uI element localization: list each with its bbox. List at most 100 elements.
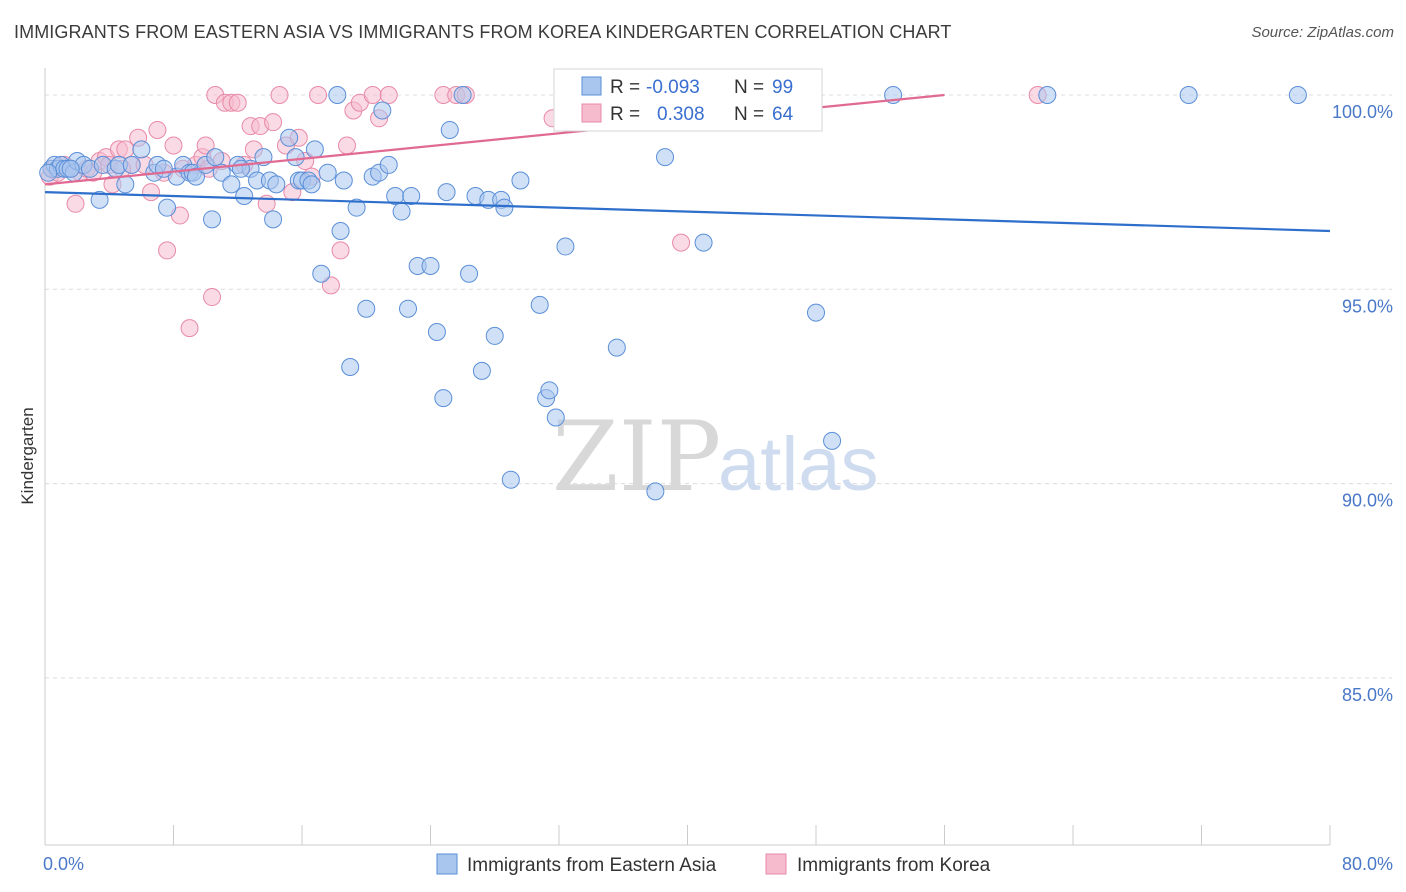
point-eastern-asia [807, 303, 825, 322]
point-korea [337, 136, 356, 155]
point-korea [264, 113, 283, 132]
source-label: Source: ZipAtlas.com [1251, 24, 1394, 41]
point-eastern-asia [437, 183, 456, 202]
point-eastern-asia [392, 202, 411, 221]
point-eastern-asia [399, 299, 418, 318]
point-eastern-asia [546, 408, 565, 427]
point-eastern-asia [501, 470, 520, 489]
stats-box: R = -0.093 N = 99 R = 0.308 N = 64 [553, 68, 823, 132]
stats-n-value-1: 64 [772, 104, 794, 125]
y-tick-label: 95.0% [1342, 296, 1393, 316]
point-korea [196, 136, 215, 155]
point-korea [331, 241, 350, 260]
point-eastern-asia [206, 148, 225, 167]
y-tick-label: 90.0% [1342, 491, 1393, 511]
point-eastern-asia [61, 159, 80, 178]
point-korea [203, 288, 222, 307]
point-eastern-asia [1038, 85, 1057, 104]
point-korea [158, 241, 177, 260]
point-eastern-asia [379, 155, 398, 174]
legend-swatch-korea[interactable] [765, 853, 787, 875]
x-tick-label: 80.0% [1342, 854, 1393, 874]
legend: Immigrants from Eastern Asia Immigrants … [436, 853, 991, 876]
point-eastern-asia [235, 187, 254, 206]
point-eastern-asia [607, 338, 626, 357]
point-eastern-asia [472, 361, 491, 380]
point-korea [363, 85, 382, 104]
point-eastern-asia [186, 167, 205, 186]
legend-swatch-eastern-asia[interactable] [436, 853, 458, 875]
point-eastern-asia [158, 198, 177, 217]
point-korea [180, 319, 199, 338]
point-eastern-asia [305, 140, 324, 159]
point-eastern-asia [823, 431, 842, 450]
legend-label-eastern-asia[interactable]: Immigrants from Eastern Asia [467, 855, 717, 876]
point-eastern-asia [90, 190, 109, 209]
point-eastern-asia [485, 326, 504, 345]
point-korea [148, 120, 167, 139]
point-eastern-asia [212, 163, 231, 182]
axes [44, 68, 1331, 846]
point-korea [321, 276, 340, 295]
point-eastern-asia [302, 175, 321, 194]
watermark: ZIP atlas [552, 401, 879, 513]
stats-n-label-1: N = [734, 104, 764, 125]
point-eastern-asia [1288, 85, 1307, 104]
chart-title: IMMIGRANTS FROM EASTERN ASIA VS IMMIGRAN… [14, 22, 952, 42]
point-korea [164, 136, 183, 155]
stats-swatch-pink [581, 103, 602, 123]
point-korea [142, 183, 161, 202]
watermark-atlas: atlas [718, 422, 879, 507]
point-korea [228, 93, 247, 112]
point-eastern-asia [280, 128, 299, 147]
point-korea [379, 85, 398, 104]
point-eastern-asia [347, 198, 366, 217]
point-eastern-asia [318, 163, 337, 182]
point-korea [672, 233, 691, 252]
point-eastern-asia [39, 163, 58, 182]
y-tick-label: 85.0% [1342, 685, 1393, 705]
point-eastern-asia [540, 381, 559, 400]
point-eastern-asia [427, 323, 446, 342]
y-axis-label: Kindergarten [18, 407, 37, 504]
stats-r-value-1: 0.308 [657, 104, 705, 125]
x-tick-labels: 0.0% 80.0% [43, 854, 1393, 874]
point-eastern-asia [264, 210, 283, 229]
point-korea [309, 85, 328, 104]
point-eastern-asia [440, 120, 459, 139]
point-eastern-asia [373, 101, 392, 120]
point-korea [66, 194, 85, 213]
point-eastern-asia [154, 159, 173, 178]
point-eastern-asia [328, 85, 347, 104]
point-eastern-asia [460, 264, 479, 283]
point-eastern-asia [1179, 85, 1198, 104]
trend-line-eastern-asia [44, 191, 1331, 233]
point-eastern-asia [231, 159, 250, 178]
point-eastern-asia [511, 171, 530, 190]
point-eastern-asia [402, 187, 421, 206]
y-tick-labels: 100.0% 95.0% 90.0% 85.0% [1332, 102, 1393, 705]
point-eastern-asia [334, 171, 353, 190]
stats-n-value-0: 99 [772, 77, 793, 98]
point-eastern-asia [341, 358, 360, 377]
point-korea [270, 85, 289, 104]
point-eastern-asia [646, 482, 665, 501]
stats-n-label-0: N = [734, 77, 764, 98]
point-eastern-asia [222, 175, 241, 194]
x-tick-label: 0.0% [43, 854, 84, 874]
point-eastern-asia [312, 264, 331, 283]
legend-label-korea[interactable]: Immigrants from Korea [797, 855, 991, 876]
point-eastern-asia [267, 175, 286, 194]
point-eastern-asia [132, 140, 151, 159]
point-eastern-asia [331, 221, 350, 240]
series-eastern-asia-points [39, 85, 1307, 501]
point-eastern-asia [656, 148, 675, 167]
point-eastern-asia [434, 389, 453, 408]
point-eastern-asia [286, 148, 305, 167]
point-eastern-asia [203, 210, 222, 229]
gridlines [45, 94, 1392, 679]
point-eastern-asia [357, 299, 376, 318]
watermark-zip: ZIP [552, 401, 721, 513]
point-eastern-asia [694, 233, 713, 252]
